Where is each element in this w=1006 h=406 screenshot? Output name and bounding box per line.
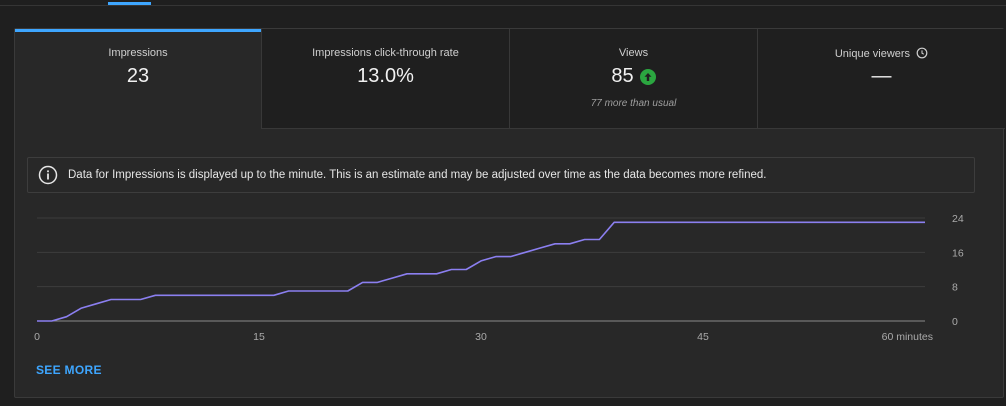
metric-label: Unique viewers [834,48,911,60]
chart-grid [37,217,925,322]
x-tick-label: 30 [475,331,487,343]
x-axis-ticks: 0 15 30 45 60 minutes [34,331,933,343]
analytics-panel: Impressions 23 Impressions click-through… [14,28,1005,398]
y-tick-label: 24 [952,213,964,225]
metric-value-row: 23 [15,65,261,88]
x-tick-label: 45 [697,331,709,343]
metric-value: 23 [126,65,150,87]
y-tick-label: 16 [952,247,964,259]
metric-note: 77 more than usual [590,98,677,109]
metric-label: Impressions click-through rate [312,47,459,59]
y-tick-label: 8 [952,282,958,294]
info-notice: Data for Impressions is displayed up to … [27,157,975,193]
y-axis-ticks: 0 8 16 24 [952,213,964,328]
tab-impressions[interactable]: Impressions 23 [15,29,262,129]
top-tab-strip [0,0,1006,6]
info-icon [38,165,58,185]
notice-text: Data for Impressions is displayed up to … [68,169,767,181]
tab-impressions-ctr[interactable]: Impressions click-through rate 13.0% [262,29,510,129]
arrow-up-icon [639,68,656,85]
tab-views[interactable]: Views 85 77 more than usual [510,29,758,129]
metric-label: Views [618,47,649,59]
x-tick-label: 0 [34,331,40,343]
metric-label-row: Unique viewers [758,47,1005,62]
selected-tab-indicator [108,2,151,5]
chart-series [37,221,925,322]
metric-tabs: Impressions 23 Impressions click-through… [15,29,1005,129]
metric-value-row: — [758,65,1005,88]
impressions-line-chart: 0 8 16 24 0 15 30 45 60 minutes [34,213,964,343]
metric-value: 13.0% [357,65,414,87]
metric-value-row: 85 [510,65,757,88]
x-tick-label: 15 [253,331,265,343]
clock-icon[interactable] [916,47,928,62]
x-tick-label: 60 minutes [882,331,933,343]
metric-value-row: 13.0% [262,65,509,88]
see-more-button[interactable]: SEE MORE [36,363,102,377]
tab-unique-viewers[interactable]: Unique viewers — [758,29,1005,129]
y-tick-label: 0 [952,316,958,328]
metric-value: 85 [611,65,634,87]
metric-value: — [871,65,892,87]
impressions-series-line [37,221,925,322]
metric-label: Impressions [108,47,168,59]
